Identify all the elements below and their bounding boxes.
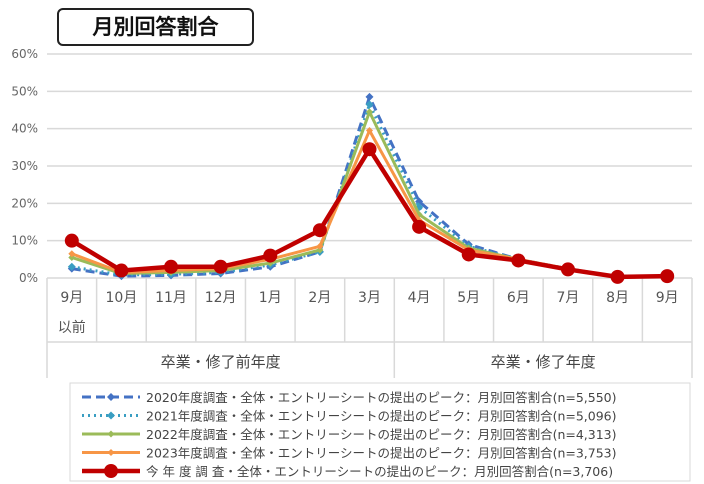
data-point <box>68 253 76 261</box>
series-line <box>71 110 668 279</box>
x-tick-label: 4月 <box>408 290 431 306</box>
series-line <box>70 146 668 280</box>
x-tick-label: 以前 <box>58 319 86 336</box>
x-tick-label: 3月 <box>358 290 381 306</box>
data-point <box>67 262 76 271</box>
data-point <box>312 223 327 238</box>
data-point <box>114 263 129 278</box>
y-tick-label: 60% <box>11 47 38 61</box>
x-tick-label: 8月 <box>606 290 629 306</box>
data-point <box>366 127 373 135</box>
legend-marker <box>107 411 115 420</box>
data-point <box>412 219 427 234</box>
x-tick-label: 7月 <box>557 290 580 306</box>
legend-marker <box>107 449 115 456</box>
x-tick-label: 2月 <box>308 290 331 306</box>
legend-label: 2023年度調査・全体・エントリーシートの提出のピーク：月別回答割合(n=3,7… <box>146 446 617 461</box>
legend-label: 2021年度調査・全体・エントリーシートの提出のピーク：月別回答割合(n=5,0… <box>146 409 617 424</box>
x-group-label: 卒業・修了年度 <box>491 353 596 371</box>
legend-marker <box>104 464 118 478</box>
x-tick-label: 10月 <box>106 290 138 306</box>
legend-box <box>69 382 691 482</box>
x-tick-label: 12月 <box>205 290 237 306</box>
y-tick-label: 20% <box>11 196 38 210</box>
y-tick-label: 10% <box>11 234 38 248</box>
legend-label: 今 年 度 調 査・全体・エントリーシートの提出のピーク：月別回答割合(n=3,… <box>146 464 613 479</box>
data-point <box>64 233 79 248</box>
chart-title: 月別回答割合 <box>57 8 254 46</box>
x-tick-label: 6月 <box>507 290 530 306</box>
y-tick-label: 40% <box>11 122 38 136</box>
data-point <box>366 108 373 116</box>
x-tick-label: 5月 <box>457 290 480 306</box>
x-tick-label: 9月 <box>60 290 83 306</box>
y-tick-label: 50% <box>11 84 38 98</box>
x-tick-label: 1月 <box>259 290 282 306</box>
y-tick-label: 30% <box>11 159 38 173</box>
data-point <box>660 269 675 284</box>
x-tick-label: 11月 <box>155 290 187 306</box>
data-point <box>365 100 374 109</box>
data-point <box>213 259 228 274</box>
legend-marker <box>107 430 115 438</box>
y-tick-label: 0% <box>19 271 38 285</box>
legend-label: 2020年度調査・全体・エントリーシートの提出のピーク：月別回答割合(n=5,5… <box>146 390 617 405</box>
data-point <box>263 248 278 263</box>
data-point <box>164 259 179 274</box>
data-point <box>68 250 76 258</box>
data-point <box>316 242 324 250</box>
data-point <box>362 142 377 157</box>
data-point <box>461 247 476 262</box>
series-line <box>71 95 668 279</box>
x-tick-label: 9月 <box>656 290 679 306</box>
legend-label: 2022年度調査・全体・エントリーシートの提出のピーク：月別回答割合(n=4,3… <box>146 427 617 442</box>
data-point <box>560 262 575 277</box>
data-point <box>365 92 374 101</box>
x-group-label: 卒業・修了前年度 <box>161 353 281 371</box>
legend-marker <box>107 393 115 401</box>
data-point <box>610 269 625 284</box>
data-point <box>511 253 526 268</box>
